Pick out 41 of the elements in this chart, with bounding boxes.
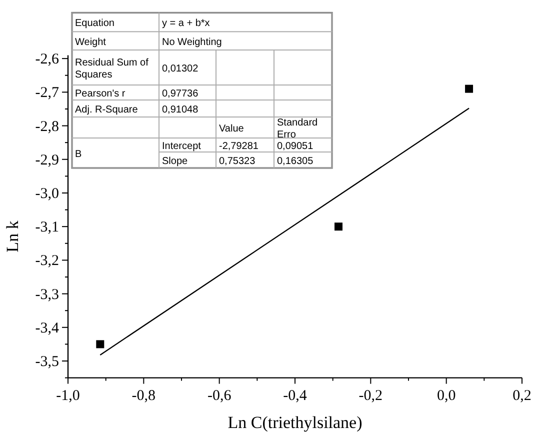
annotation: 0,91048 [162,104,199,116]
point [334,222,343,231]
text: Weight [75,36,106,48]
text: y = a + b*x [162,18,210,30]
annotation: 0,97736 [162,88,199,100]
y-tick-label: -2,8 [35,118,59,135]
x-tick-label: -0,8 [132,388,156,404]
x-tick-label: -0,2 [358,388,383,404]
annotation: 0,01302 [162,64,199,74]
y-tick-label: -3,4 [35,320,60,336]
y-tick-label: -3,3 [35,286,59,303]
y-tick-label: -2,6 [35,52,60,68]
annotation: Adj. R-Square [75,104,138,116]
annotation: Pearson's r [75,88,126,100]
y-axis-title: Ln k [3,220,22,252]
annotation: Intercept [162,141,202,152]
point [96,340,104,348]
point [465,84,474,93]
x-tick-label: 0,0 [436,388,456,404]
annotation: 0,16305 [277,156,314,167]
annotation: 0,75323 [219,156,256,167]
annotation: B [75,149,82,160]
x-axis-title: Ln C(triethylsilane) [228,413,362,432]
y-tick-label: -3,2 [35,253,59,270]
x-tick-label: -0,6 [207,388,232,404]
y-tick-label: -3,0 [35,186,59,202]
x-tick-label: 0,2 [512,388,532,404]
annotation: Residual Sum of Squares [75,58,149,80]
x-tick-label: -1,0 [56,388,80,404]
text: Equation [75,18,114,30]
y-tick-label: -3,1 [35,220,59,236]
annotation: 0,09051 [277,141,314,152]
y-tick-label: -3,5 [35,354,59,370]
annotation: Value [219,124,244,134]
annotation: Standard Erro [277,118,318,140]
x-tick-label: -0,4 [283,388,308,404]
y-tick-label: -2,7 [35,85,60,102]
annotation: -2,79281 [219,141,259,152]
text: No Weighting [162,36,222,48]
annotation: Slope [162,156,188,167]
y-tick-label: -2,9 [35,152,59,168]
